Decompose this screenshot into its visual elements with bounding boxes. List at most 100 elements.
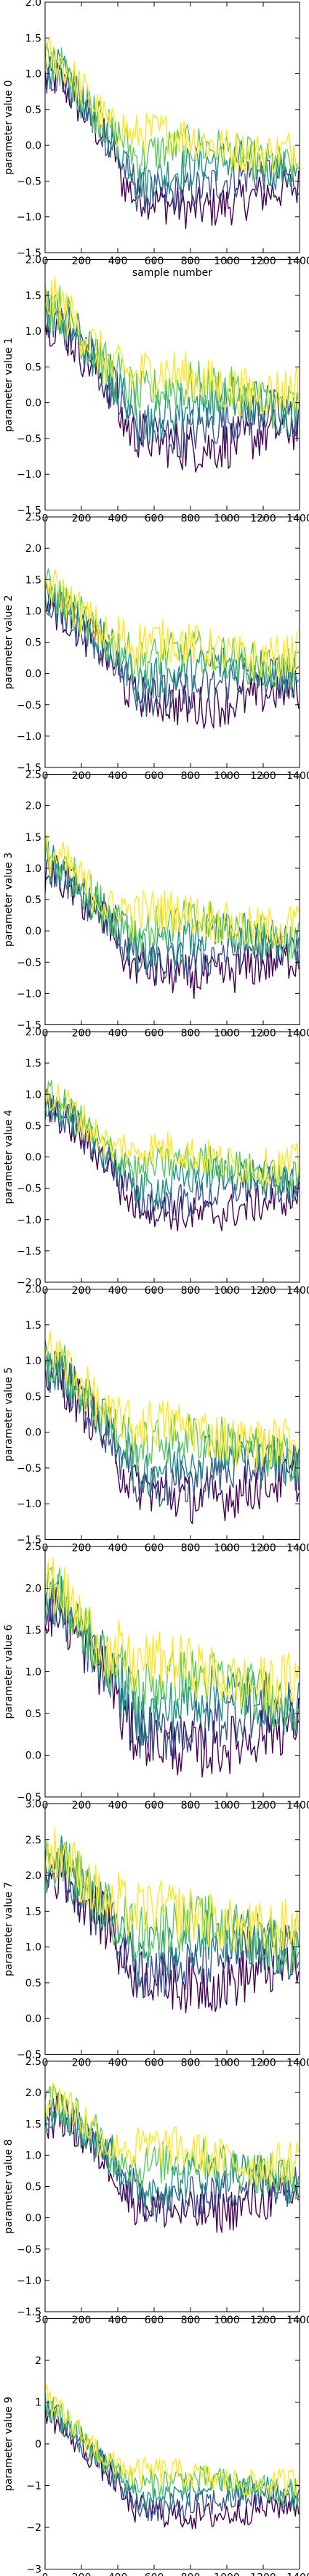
y-tick-label: 0.5 xyxy=(25,1120,41,1132)
traces xyxy=(45,1557,300,1778)
x-tick-label: 1400 xyxy=(286,2572,309,2576)
y-tick-label: −1.5 xyxy=(17,1246,41,1258)
y-tick-label: −1.0 xyxy=(17,1215,41,1226)
series-line xyxy=(45,1841,300,1973)
y-axis-label: parameter value 4 xyxy=(3,1109,15,1204)
y-tick-label: 2.5 xyxy=(25,1835,41,1846)
panel-6: 2.52.01.51.00.50.0−0.50 200 400 600 800 1000 1… xyxy=(3,1541,309,1811)
y-axis-label: parameter value 9 xyxy=(3,2397,15,2491)
series-line xyxy=(45,2404,300,2522)
y-tick-label: −1.0 xyxy=(17,1499,41,1510)
y-tick-label: −0.5 xyxy=(17,176,41,187)
panel-7: 3.02.52.01.51.00.50.0−0.50 200 400 600 800 10… xyxy=(3,1799,309,2069)
y-tick-label: 1.5 xyxy=(25,33,41,44)
series-line xyxy=(45,38,300,175)
axes-frame xyxy=(44,259,300,510)
y-tick-label: 0.0 xyxy=(25,1427,41,1439)
panel-2: 2.52.01.51.00.50.0−0.5−1.0−1.50 200 400 600… xyxy=(3,512,309,782)
y-tick-label: −1.0 xyxy=(17,988,41,1000)
y-tick-label: 3.0 xyxy=(25,1799,41,1811)
y-tick-label: 1.5 xyxy=(25,290,41,302)
y-axis-label: parameter value 6 xyxy=(3,1624,15,1719)
x-tick-label: 200 xyxy=(72,2572,92,2576)
y-tick-label: 0.5 xyxy=(25,1978,41,1989)
y-axis-label: parameter value 3 xyxy=(3,852,15,947)
y-tick-label: 1.5 xyxy=(25,1320,41,1332)
y-tick-label: −1 xyxy=(26,2481,41,2493)
y-tick-label: −1.0 xyxy=(17,469,41,481)
series-line xyxy=(45,1827,300,1956)
y-tick-label: −0.5 xyxy=(17,2050,41,2061)
y-tick-label: 2.0 xyxy=(25,801,41,812)
x-tick-label: 1400 xyxy=(286,2058,309,2069)
y-tick-label: 0.0 xyxy=(25,2013,41,2025)
series-line xyxy=(45,2383,300,2498)
y-tick-label: 0.5 xyxy=(25,1391,41,1403)
y-tick-label: 2.5 xyxy=(25,2056,41,2068)
traces xyxy=(45,38,300,229)
y-tick-label: 3 xyxy=(35,2314,41,2326)
y-tick-label: −2.0 xyxy=(17,1277,41,1289)
series-line xyxy=(45,568,300,680)
traces xyxy=(45,1330,300,1525)
y-tick-label: 1.0 xyxy=(25,2150,41,2161)
y-tick-label: −1.5 xyxy=(17,505,41,517)
panel-8: 2.52.01.51.00.50.0−0.5−1.0−1.50 200 400 600… xyxy=(3,2056,309,2326)
x-tick-label: 600 xyxy=(145,2572,164,2576)
traces xyxy=(45,568,300,729)
y-tick-label: 0.0 xyxy=(25,669,41,680)
traces xyxy=(45,833,300,1000)
y-tick-label: −0.5 xyxy=(17,1183,41,1195)
panel-0: 2.01.51.00.50.0−0.5−1.0−1.50 200 400 600 800… xyxy=(3,0,309,267)
y-axis-label: parameter value 7 xyxy=(3,1882,15,1976)
y-tick-label: 0.5 xyxy=(25,2182,41,2193)
y-tick-label: −3 xyxy=(26,2564,41,2576)
y-tick-label: 0.0 xyxy=(25,140,41,152)
y-tick-label: 1.0 xyxy=(25,1356,41,1367)
series-line xyxy=(45,2397,300,2511)
y-tick-label: 0.0 xyxy=(25,398,41,409)
traces xyxy=(45,276,300,473)
y-tick-label: 1.5 xyxy=(25,574,41,586)
traces xyxy=(45,2082,300,2233)
panel-5: 2.01.51.00.50.0−0.5−1.0−1.50 200 400 600 800… xyxy=(3,1284,309,1554)
y-tick-label: −1.5 xyxy=(17,248,41,259)
y-tick-label: −1.0 xyxy=(17,212,41,224)
y-axis-label: parameter value 8 xyxy=(3,2140,15,2234)
axes-frame xyxy=(44,2061,300,2312)
x-tick-label: 0 xyxy=(42,2572,49,2576)
panel-9: 3210−1−2−30200400600800100012001400param… xyxy=(3,2314,309,2576)
x-tick-label: 1400 xyxy=(286,1543,309,1554)
series-line xyxy=(45,290,300,443)
x-tick-label: 1400 xyxy=(286,513,309,525)
series-line xyxy=(45,578,300,702)
x-tick-label: 400 xyxy=(108,2572,128,2576)
y-tick-label: 1.0 xyxy=(25,1089,41,1101)
series-line xyxy=(45,276,300,417)
y-tick-label: 1.0 xyxy=(25,69,41,81)
y-tick-label: 1.0 xyxy=(25,326,41,338)
y-tick-label: −0.5 xyxy=(17,433,41,445)
series-line xyxy=(45,841,300,974)
panel-1: 2.01.51.00.50.0−0.5−1.0−1.50 200 400 600 800… xyxy=(3,255,309,525)
series-line xyxy=(45,850,300,986)
series-line xyxy=(45,2092,300,2233)
x-tick-label: 1200 xyxy=(250,2572,276,2576)
series-line xyxy=(45,1557,300,1714)
y-tick-label: 0.0 xyxy=(25,2213,41,2225)
traces xyxy=(45,1080,300,1232)
series-line xyxy=(45,840,300,963)
series-line xyxy=(45,1330,300,1470)
y-tick-label: 2.0 xyxy=(25,1870,41,1882)
y-tick-label: 2.0 xyxy=(25,1583,41,1595)
y-axis-label: parameter value 1 xyxy=(3,338,15,432)
y-tick-label: −0.5 xyxy=(17,1463,41,1475)
y-tick-label: 2.5 xyxy=(25,1541,41,1553)
axes-frame xyxy=(44,1289,300,1540)
series-line xyxy=(45,1083,300,1187)
y-tick-label: 0.0 xyxy=(25,1750,41,1762)
y-tick-label: 2.0 xyxy=(25,543,41,555)
axes-frame xyxy=(44,1803,300,2055)
y-axis-label: parameter value 0 xyxy=(3,81,15,175)
